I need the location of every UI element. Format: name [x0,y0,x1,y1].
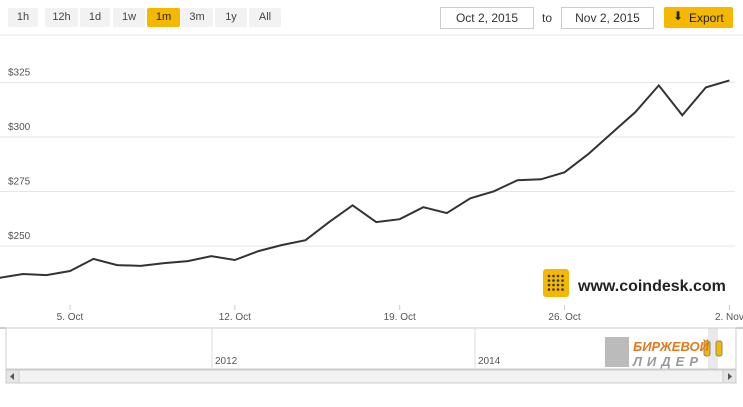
price-line [0,79,730,279]
arrow-right [728,373,732,380]
range-button[interactable]: All [249,8,281,27]
icon-dot [561,288,564,291]
export-button[interactable]: ⬇ Export [664,7,733,28]
export-label: Export [689,11,724,25]
icon-dot [552,279,555,282]
y-tick-label: $250 [8,231,31,242]
nav-label: 2014 [478,356,501,367]
x-tick-label: 26. Oct [548,312,580,323]
nav-handle[interactable] [715,340,723,357]
nav-label: 2012 [215,356,238,367]
y-tick-label: $300 [8,122,31,133]
to-word: to [542,11,553,25]
arrow-left [10,373,14,380]
nav-handle[interactable] [703,340,711,357]
icon-dot [561,274,564,278]
icon-dot [552,288,555,291]
icon-dot [556,274,560,278]
range-button[interactable]: 12h [45,8,78,27]
icon-dot [547,283,551,287]
range-button[interactable]: 1m [147,8,180,27]
nav-selection [708,328,718,369]
icon-dot [556,283,560,287]
icon-dot [552,274,555,278]
to-date[interactable]: Nov 2, 2015 [561,7,654,29]
y-tick-label: $275 [8,177,31,188]
export-icon: ⬇ [673,9,684,23]
icon-dot [561,279,564,282]
y-tick-label: $325 [8,67,31,78]
x-tick-label: 12. Oct [219,312,251,323]
icon-dot [547,279,551,282]
from-date[interactable]: Oct 2, 2015 [440,7,534,29]
scrollbar [5,369,737,384]
logo-icon [605,337,629,367]
icon-dot [556,288,560,291]
icon-dot [561,283,564,287]
nav-area [5,327,737,370]
logo-line2: ЛИДЕР [632,354,703,369]
icon-dot [547,274,551,278]
x-tick-label: 5. Oct [57,312,84,323]
range-button[interactable]: 1w [113,8,145,27]
logo-line1: БИРЖЕВОЙ [633,338,710,354]
range-button[interactable]: 1h [8,8,38,27]
range-button[interactable]: 1y [215,8,247,27]
range-button[interactable]: 3m [181,8,213,27]
x-tick-label: 19. Oct [384,312,416,323]
x-tick-label: 2. Nov [715,312,743,323]
watermark: www.coindesk.com [577,278,726,295]
icon-dot [547,288,551,291]
watermark-icon [543,269,569,297]
icon-dot [556,279,560,282]
icon-dot [552,283,555,287]
range-button[interactable]: 1d [80,8,110,27]
